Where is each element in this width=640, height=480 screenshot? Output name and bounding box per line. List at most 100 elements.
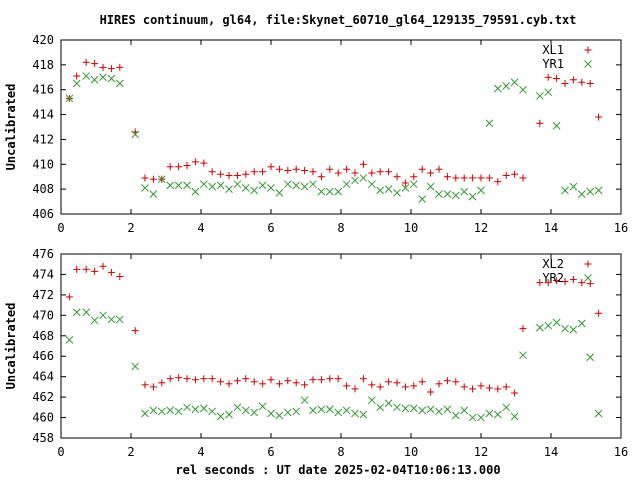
data-point-XL2: [569, 276, 577, 284]
data-point-YR2: [99, 311, 107, 320]
data-point-XL1: [242, 170, 250, 178]
data-point-XL2: [217, 378, 225, 386]
data-point-YR1: [586, 187, 595, 196]
data-point-YR2: [393, 403, 401, 412]
data-point-YR1: [225, 185, 233, 193]
data-point-XL1: [267, 163, 275, 171]
data-point-XL1: [259, 168, 267, 176]
data-point-YR1: [510, 78, 519, 87]
data-point-YR2: [510, 412, 519, 421]
data-point-YR2: [451, 411, 460, 420]
legend-label-YR2: YR2: [542, 271, 564, 285]
data-point-XL1: [301, 167, 309, 174]
data-point-XL1: [401, 179, 409, 187]
data-point-YR2: [65, 336, 74, 344]
data-point-YR2: [376, 403, 385, 412]
legend-marker-YR1: [584, 60, 592, 68]
data-point-YR2: [241, 406, 250, 415]
data-point-YR1: [65, 94, 74, 103]
data-point-YR2: [351, 409, 359, 418]
data-point-YR1: [174, 181, 183, 190]
legend-marker-XL2: [584, 260, 592, 268]
data-point-XL1: [511, 170, 519, 178]
data-point-YR1: [283, 180, 292, 189]
data-point-YR1: [309, 180, 317, 189]
x-tick-label: 2: [127, 221, 134, 235]
chart-panel-2: 0 2 4 6 8 10 12 14 16458460462464466468470472474…: [4, 247, 628, 459]
data-point-XL2: [158, 379, 166, 387]
data-point-XL1: [334, 169, 342, 177]
data-point-YR2: [359, 410, 368, 419]
data-point-YR2: [250, 408, 259, 417]
chart-panel-1: 0 2 4 6 8 10 12 14 16 406 408 410 412 414 416 418 420 Unc…: [4, 33, 628, 235]
data-point-YR1: [72, 79, 81, 88]
data-point-YR2: [435, 407, 443, 416]
data-point-XL2: [259, 380, 267, 388]
series-YR1: [65, 72, 603, 203]
y-axis-label: Uncalibrated: [4, 84, 18, 171]
data-point-YR1: [577, 190, 586, 198]
x-axis-label: rel seconds : UT date 2025-02-04T10:06:1…: [175, 463, 500, 477]
data-point-XL2: [368, 381, 376, 389]
data-point-YR2: [72, 308, 81, 317]
data-point-XL1: [250, 168, 258, 176]
data-point-XL1: [418, 165, 426, 173]
data-point-XL1: [175, 163, 183, 171]
x-tick-label: 0: [57, 221, 64, 235]
data-point-XL2: [166, 375, 174, 383]
data-point-YR1: [275, 189, 284, 197]
x-tick-label: 16: [614, 221, 628, 235]
data-point-XL1: [326, 165, 334, 173]
data-point-XL2: [208, 375, 216, 383]
data-point-YR2: [502, 403, 511, 412]
data-point-YR1: [460, 187, 469, 196]
data-point-YR1: [107, 74, 116, 83]
data-point-XL2: [469, 385, 477, 393]
data-point-YR2: [468, 413, 477, 422]
data-point-YR2: [493, 410, 502, 419]
data-point-XL1: [343, 165, 351, 173]
data-point-XL1: [292, 165, 300, 173]
data-point-YR1: [115, 79, 124, 88]
data-point-XL1: [494, 178, 502, 186]
data-point-YR2: [174, 407, 183, 416]
data-point-XL1: [569, 76, 577, 84]
data-point-XL1: [141, 174, 149, 182]
data-point-XL1: [107, 65, 115, 73]
data-point-YR2: [309, 406, 317, 415]
data-point-YR1: [183, 181, 191, 190]
data-point-XL1: [208, 168, 216, 176]
data-point-XL1: [578, 78, 586, 86]
y-tick-label: 406: [32, 207, 54, 221]
data-point-YR1: [384, 185, 393, 193]
data-point-XL2: [435, 380, 443, 388]
data-point-XL2: [317, 376, 325, 384]
data-point-YR2: [577, 319, 586, 328]
data-point-XL2: [494, 385, 502, 393]
data-point-YR2: [401, 404, 410, 413]
data-point-XL1: [191, 158, 199, 166]
data-point-XL1: [485, 174, 493, 182]
data-point-YR2: [342, 406, 351, 415]
data-point-XL1: [368, 169, 376, 177]
data-point-YR1: [468, 192, 477, 201]
x-tick-label: 12: [474, 221, 488, 235]
data-point-XL1: [477, 174, 485, 182]
data-point-YR1: [393, 189, 401, 197]
data-point-XL2: [561, 278, 569, 286]
data-point-XL2: [233, 377, 241, 385]
y-tick-label: 468: [32, 329, 54, 343]
data-point-YR1: [594, 186, 603, 195]
data-point-YR2: [183, 403, 191, 412]
data-point-XL2: [149, 383, 157, 391]
data-point-XL1: [393, 173, 401, 181]
y-tick-label: 472: [32, 288, 54, 302]
data-point-XL1: [217, 170, 225, 178]
data-point-YR1: [485, 119, 494, 128]
data-point-XL1: [359, 160, 367, 168]
data-point-XL1: [309, 168, 317, 176]
data-point-YR2: [300, 396, 309, 405]
data-point-XL2: [376, 383, 384, 391]
data-point-YR1: [317, 187, 326, 196]
y-tick-label: 474: [32, 267, 54, 281]
